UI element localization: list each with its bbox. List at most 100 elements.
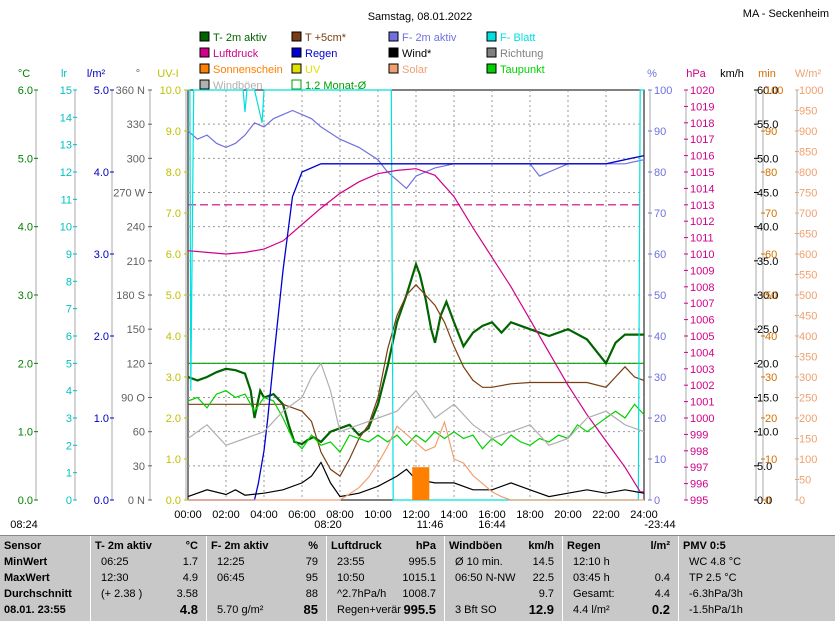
table-cell-row: 23:55 995.5 [331, 554, 440, 570]
cell-label [211, 588, 217, 600]
tick-label-min: 20 [765, 413, 777, 425]
tick-label-wind: 50.0 [757, 153, 778, 165]
tick-label-min: 0 [765, 495, 771, 507]
tick-label-rain: 1.0 [94, 413, 109, 425]
tick-label-press: 995 [690, 495, 708, 507]
series-line [188, 420, 644, 501]
series-line-regen [188, 154, 645, 501]
tick-label-time: 24:00 [630, 509, 658, 521]
tick-label-hum: 70 [654, 208, 666, 220]
tick-label-press: 1007 [690, 298, 714, 310]
tick-label-solar: 1000 [799, 85, 823, 97]
tick-label-temp: 5.0 [18, 153, 33, 165]
tick-label-dir: 180 S [116, 290, 145, 302]
table-cell-row: Gesamt: 4.4 [567, 586, 674, 602]
tick-label-time: 10:00 [364, 509, 392, 521]
legend-label: Luftdruck [213, 48, 259, 60]
table-cell-row: 4.4 l/m² 0.2 [567, 602, 674, 618]
cell-value: 9.7 [538, 588, 554, 600]
legend-swatch [486, 31, 497, 42]
legend-label: F- Blatt [500, 32, 535, 44]
tick-label-rain: 2.0 [94, 331, 109, 343]
cell-label: ^2.7hPa/h [337, 588, 387, 600]
tick-label-wind: 35.0 [757, 256, 778, 268]
legend-label: T- 2m aktiv [213, 32, 267, 44]
tick-label-dir: 270 W [113, 188, 145, 200]
tick-label-uv: 10.0 [160, 85, 181, 97]
tick-label-time: 22:00 [592, 509, 620, 521]
table-column-5: PMV 0:5 WC 4.8 °C TP 2.5 °C -6.3hPa/3h -1.5h… [678, 536, 835, 621]
legend-label: UV [305, 64, 321, 76]
tick-label-time: 04:00 [250, 509, 278, 521]
legend-swatch [291, 47, 302, 58]
column-title: T- 2m aktiv [95, 540, 152, 552]
tick-label-leaf: 6 [66, 331, 72, 343]
table-cell-row: Ø 10 min. 14.5 [449, 554, 558, 570]
cell-label: TP 2.5 °C [689, 572, 737, 584]
tick-label-dir: 300 [127, 153, 145, 165]
tick-label-press: 999 [690, 429, 708, 441]
sun-event-label: 08:24 [10, 519, 38, 531]
axis-unit-dir: ° [136, 68, 140, 80]
tick-label-hum: 30 [654, 372, 666, 384]
legend-swatch [486, 47, 497, 58]
tick-label-uv: 0.0 [166, 495, 181, 507]
tick-label-rain: 3.0 [94, 249, 109, 261]
tick-label-solar: 700 [799, 208, 817, 220]
tick-label-press: 1020 [690, 85, 714, 97]
table-cell-row: 06:50 N-NW 22.5 [449, 570, 558, 586]
axis-unit-press: hPa [686, 68, 706, 80]
table-column-2: Luftdruck hPa 23:55 995.5 10:50 1015.1 ^2.7hPa… [326, 536, 444, 621]
cell-value: 1015.1 [402, 572, 436, 584]
cell-label: Gesamt: [573, 588, 615, 600]
tick-label-solar: 950 [799, 106, 817, 118]
cell-value: 85 [303, 602, 318, 617]
tick-label-time: 18:00 [516, 509, 544, 521]
tick-label-min: 10 [765, 454, 777, 466]
row-label-sensor: Sensor [4, 540, 42, 552]
cell-label: 12:30 [101, 572, 129, 584]
station-name: MA - Seckenheim [743, 8, 829, 20]
tick-label-press: 1011 [690, 233, 714, 245]
table-cell-row: 9.7 [449, 586, 558, 602]
cell-value: 12.9 [528, 602, 554, 617]
tick-label-dir: 30 [133, 461, 145, 473]
tick-label-uv: 6.0 [166, 249, 181, 261]
tick-label-leaf: 1 [66, 468, 72, 480]
row-label-max: MaxWert [4, 572, 50, 584]
tick-label-press: 1000 [690, 413, 714, 425]
cell-value: 22.5 [532, 572, 554, 584]
tick-label-uv: 3.0 [166, 372, 181, 384]
cell-label: -1.5hPa/1h [689, 604, 743, 616]
tick-label-solar: 500 [799, 290, 817, 302]
cell-value: 4.9 [182, 572, 198, 584]
legend-label: T +5cm* [305, 32, 347, 44]
table-cell-row: 06:45 95 [211, 570, 322, 586]
series-line [187, 109, 645, 190]
cell-label: 10:50 [337, 572, 365, 584]
tick-label-uv: 4.0 [166, 331, 181, 343]
cell-label: Regen+verär [337, 604, 401, 616]
column-header: T- 2m aktiv °C [95, 538, 202, 554]
tick-label-min: 100 [765, 85, 783, 97]
legend-swatch [291, 63, 302, 74]
column-unit: km/h [528, 540, 554, 552]
series-line [187, 168, 644, 493]
cell-label: 03:45 h [573, 572, 610, 584]
tick-label-wind: 40.0 [757, 222, 778, 234]
tick-label-solar: 250 [799, 393, 817, 405]
axis-unit-temp: °C [18, 68, 30, 80]
tick-label-press: 1008 [690, 282, 714, 294]
weather-chart: Samstag, 08.01.2022 MA - Seckenheim T- 2m … [10, 8, 829, 531]
table-cell-row: Regen+verär 995.5 [331, 602, 440, 618]
cell-value: 995.5 [403, 602, 436, 617]
tick-label-uv: 5.0 [166, 290, 181, 302]
series-line [187, 461, 645, 498]
table-cell-row: 3 Bft SO 12.9 [449, 602, 558, 618]
axis-unit-wind: km/h [720, 68, 744, 80]
cell-label: 3 Bft SO [455, 604, 497, 616]
cell-label: 23:55 [337, 556, 365, 568]
table-cell-row: 88 [211, 586, 322, 602]
series-line [187, 260, 644, 446]
axis-unit-uv: UV-I [157, 68, 178, 80]
